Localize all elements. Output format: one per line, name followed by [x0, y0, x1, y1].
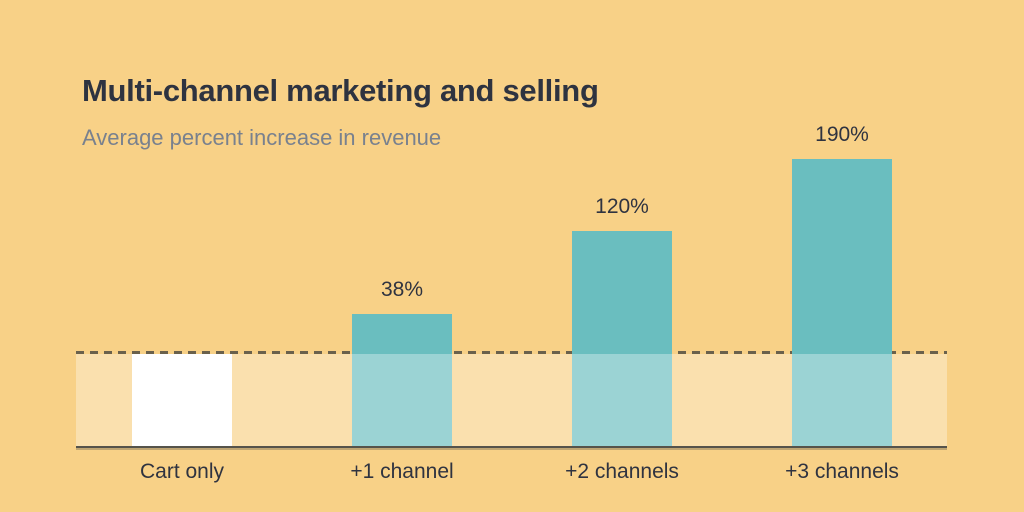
x-axis-label: Cart only: [139, 460, 225, 483]
chart-subtitle: Average percent increase in revenue: [82, 125, 442, 150]
chart-title: Multi-channel marketing and selling: [82, 73, 599, 108]
bar-cart-only: [132, 354, 232, 446]
x-axis-label: +1 channel: [350, 460, 454, 483]
x-axis-label: +2 channels: [565, 460, 679, 483]
bar-value-label: 190%: [815, 123, 869, 146]
baseline-dashed-line: [76, 351, 947, 354]
x-axis-line: [76, 446, 947, 448]
bar-value-label: 38%: [380, 278, 424, 301]
x-axis-label: +3 channels: [785, 460, 899, 483]
bar-value-label: 120%: [595, 195, 649, 218]
bar--3-channels: [792, 159, 892, 446]
bar--1-channel: [352, 314, 452, 446]
bar--2-channels: [572, 231, 672, 446]
baseline-band: [76, 354, 947, 446]
